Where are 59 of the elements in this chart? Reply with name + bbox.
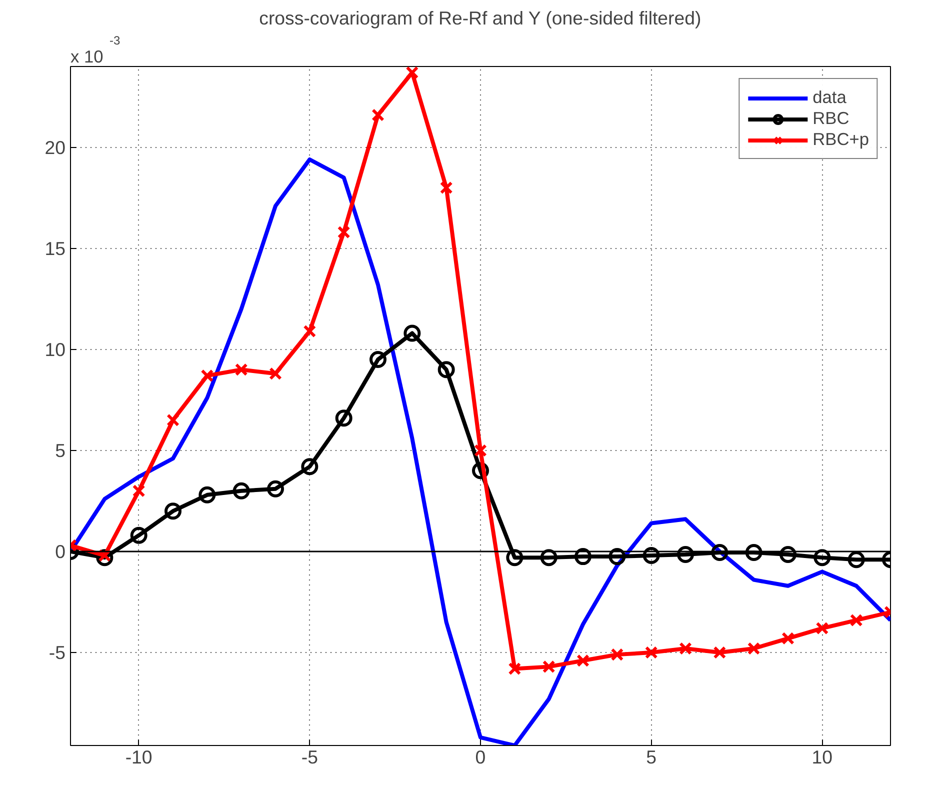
legend-label: RBC+p (812, 129, 869, 150)
y-tick-label: 20 (44, 136, 66, 158)
x-tick-label: -10 (125, 746, 152, 768)
point (816, 622, 829, 635)
point (200, 369, 214, 382)
point (132, 484, 146, 498)
point (440, 181, 453, 194)
point (713, 646, 726, 659)
x-tick-label: 10 (812, 746, 833, 768)
point (644, 646, 658, 659)
point (404, 324, 421, 342)
point (438, 361, 455, 378)
point (198, 486, 216, 504)
point (508, 662, 522, 676)
point (608, 548, 626, 566)
point (335, 410, 352, 427)
chart-title: cross-covariogram of Re-Rf and Y (one-sided filtered) (259, 8, 702, 28)
point (337, 226, 350, 239)
point (301, 458, 318, 476)
point (711, 544, 728, 561)
point (267, 480, 284, 498)
y-tick-label: 5 (55, 440, 66, 461)
point (782, 632, 794, 645)
text: x 10-3 (70, 34, 120, 66)
legend-label: data (812, 87, 846, 108)
point (164, 502, 182, 520)
x-tick-label: -5 (301, 746, 318, 768)
point (610, 648, 624, 662)
y-tick-label: 10 (44, 338, 66, 360)
point (642, 547, 660, 564)
point (406, 66, 419, 80)
point (574, 548, 592, 566)
point (745, 544, 762, 561)
point (303, 324, 316, 338)
point (540, 549, 558, 566)
point (232, 482, 250, 500)
y-tick-label: 15 (44, 238, 66, 259)
point (850, 614, 863, 627)
point (372, 108, 384, 122)
point (234, 363, 248, 376)
point (130, 526, 148, 544)
point (506, 549, 524, 566)
point (780, 546, 796, 564)
point (679, 642, 692, 655)
point (474, 444, 487, 457)
point (747, 642, 760, 655)
y-tick-label: -5 (48, 642, 66, 664)
point (166, 414, 180, 427)
point (677, 546, 694, 564)
point (814, 549, 831, 566)
point (848, 551, 865, 568)
x-tick-label: 5 (646, 746, 657, 768)
legend-label: RBC (812, 108, 850, 129)
x-tick-label: 0 (475, 746, 486, 768)
point (576, 654, 590, 668)
y-tick-label: 0 (55, 541, 66, 562)
point (370, 351, 386, 368)
point (542, 660, 556, 674)
point (269, 367, 282, 380)
